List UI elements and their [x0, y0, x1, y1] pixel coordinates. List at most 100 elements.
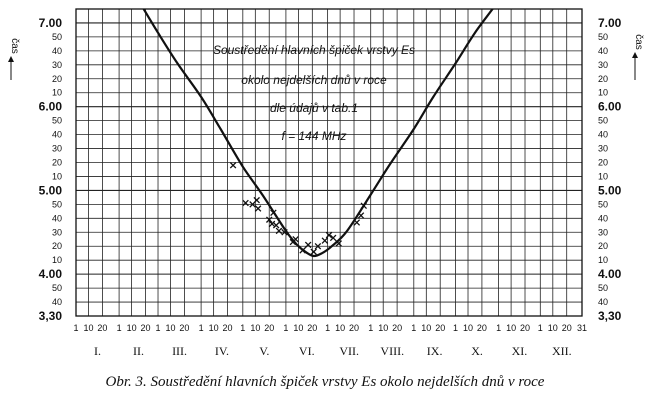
y-tick-left: 20	[52, 241, 62, 251]
series-line	[142, 9, 494, 258]
data-point-stroke	[292, 235, 299, 243]
x-tick: 20	[520, 323, 530, 333]
y-axis-label-right: čas	[632, 34, 644, 80]
y-tick-right: 5.00	[598, 183, 622, 197]
data-point	[325, 231, 333, 239]
data-point	[270, 209, 277, 216]
data-point-stroke	[270, 209, 277, 216]
y-tick-right: 30	[598, 227, 608, 237]
x-tick: 20	[477, 323, 487, 333]
x-tick: 20	[223, 323, 233, 333]
y-tick-right: 10	[598, 88, 608, 98]
data-point	[254, 205, 262, 212]
data-point	[353, 219, 361, 226]
data-point-stroke	[357, 212, 365, 219]
y-label-left: čas	[9, 38, 20, 54]
data-point	[272, 222, 280, 229]
series	[142, 9, 494, 258]
x-tick: 1	[325, 323, 330, 333]
month-label: X.	[471, 344, 483, 358]
data-point-stroke	[268, 220, 276, 228]
x-tick: 1	[496, 323, 501, 333]
y-tick-right: 50	[598, 199, 608, 209]
y-tick-right: 50	[598, 283, 608, 293]
x-tick: 10	[506, 323, 516, 333]
x-tick: 10	[548, 323, 558, 333]
y-tick-left: 50	[52, 199, 62, 209]
data-point-stroke	[253, 196, 260, 204]
data-point	[265, 216, 273, 223]
y-tick-labels: 3,30 3,30 40 40 50 50 4.00 4.00 10 10 20 20 30 30 40 40…	[39, 16, 622, 323]
annotation-line-3: dle údajů v tab.1	[270, 101, 358, 115]
y-tick-right: 40	[598, 297, 608, 307]
data-point-stroke	[265, 216, 273, 223]
data-point	[321, 237, 329, 244]
month-label: II.	[133, 344, 144, 358]
data-point-stroke	[335, 240, 342, 247]
month-label: VIII.	[380, 344, 404, 358]
month-label: IV.	[215, 344, 229, 358]
x-tick: 1	[538, 323, 543, 333]
month-label: III.	[172, 344, 187, 358]
annotation: Soustředění hlavních špiček vrstvy Es ok…	[213, 43, 415, 143]
y-tick-right: 4.00	[598, 267, 622, 281]
y-tick-right: 6.00	[598, 100, 622, 114]
y-tick-left: 30	[52, 60, 62, 70]
y-tick-left: 3,30	[39, 309, 63, 323]
data-point	[360, 202, 368, 210]
data-point	[310, 248, 317, 256]
y-tick-right: 20	[598, 241, 608, 251]
x-tick: 20	[307, 323, 317, 333]
y-tick-left: 7.00	[39, 16, 63, 30]
y-tick-right: 10	[598, 255, 608, 265]
data-point-stroke	[275, 227, 283, 235]
x-tick: 10	[127, 323, 137, 333]
y-tick-right: 40	[598, 46, 608, 56]
y-tick-left: 30	[52, 227, 62, 237]
x-tick: 10	[250, 323, 260, 333]
y-tick-left: 50	[52, 32, 62, 42]
y-tick-left: 6.00	[39, 100, 63, 114]
data-point-stroke	[272, 222, 280, 229]
y-axis-label-left: čas	[8, 38, 20, 80]
x-tick: 10	[166, 323, 176, 333]
y-tick-left: 40	[52, 130, 62, 140]
x-tick: 1	[240, 323, 245, 333]
data-point-stroke	[281, 229, 288, 236]
x-tick: 10	[209, 323, 219, 333]
y-tick-left: 50	[52, 116, 62, 126]
x-tick: 31	[577, 323, 587, 333]
y-tick-right: 30	[598, 144, 608, 154]
y-tick-right: 30	[598, 60, 608, 70]
x-tick: 20	[140, 323, 150, 333]
x-tick: 10	[463, 323, 473, 333]
data-point-stroke	[242, 199, 249, 207]
x-tick: 10	[421, 323, 431, 333]
x-tick: 1	[283, 323, 288, 333]
y-tick-left: 40	[52, 297, 62, 307]
data-point-stroke	[229, 162, 237, 169]
y-tick-left: 10	[52, 255, 62, 265]
y-tick-right: 20	[598, 158, 608, 168]
month-label: VII.	[339, 344, 359, 358]
y-tick-left: 40	[52, 213, 62, 223]
x-tick: 10	[378, 323, 388, 333]
data-point	[299, 247, 306, 254]
x-tick: 1	[73, 323, 78, 333]
annotation-line-2: okolo nejdelších dnů v roce	[241, 73, 387, 87]
y-tick-left: 40	[52, 46, 62, 56]
y-tick-left: 5.00	[39, 183, 63, 197]
month-label: VI.	[299, 344, 315, 358]
y-tick-right: 7.00	[598, 16, 622, 30]
y-tick-right: 50	[598, 116, 608, 126]
data-point-stroke	[310, 248, 317, 256]
y-tick-left: 30	[52, 144, 62, 154]
x-tick: 10	[84, 323, 94, 333]
y-tick-left: 50	[52, 283, 62, 293]
month-label: XI.	[512, 344, 528, 358]
data-point	[292, 235, 299, 243]
data-point	[329, 234, 337, 242]
x-tick: 1	[117, 323, 122, 333]
y-tick-right: 3,30	[598, 309, 622, 323]
x-tick: 10	[293, 323, 303, 333]
